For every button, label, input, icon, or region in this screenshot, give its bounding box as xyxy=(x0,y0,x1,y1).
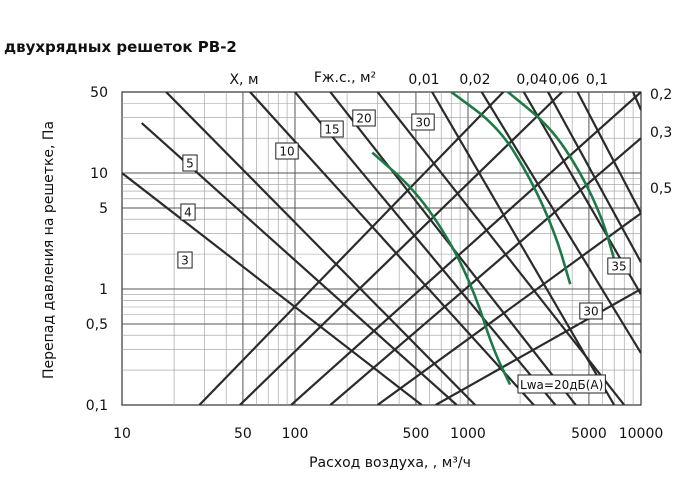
throw-line-label-box xyxy=(411,113,435,131)
throw-line-label: 3 xyxy=(181,254,189,268)
throw-line xyxy=(165,92,476,405)
throw-line-label-box xyxy=(320,120,344,138)
area-label: 0,04 xyxy=(516,72,547,88)
area-label: 0,3 xyxy=(650,125,672,141)
pressure-line xyxy=(329,137,641,405)
throw-line-label-box xyxy=(352,109,376,127)
throw-line xyxy=(376,92,626,405)
y-tick-label: 0,5 xyxy=(86,317,108,333)
x-tick-label: 100 xyxy=(282,426,309,442)
throw-line xyxy=(294,92,557,405)
throw-line-label-box xyxy=(182,154,198,172)
noise-legend-label: Lwa=20дБ(А) xyxy=(520,378,603,392)
x-tick-label: 500 xyxy=(403,426,430,442)
throw-line-label: 5 xyxy=(186,157,194,171)
x-tick-label: 50 xyxy=(234,426,252,442)
area-label: 0,2 xyxy=(650,87,672,103)
pressure-line xyxy=(198,92,505,405)
noise-curve xyxy=(450,92,572,285)
area-header-label: Fж.с., м² xyxy=(314,70,376,86)
pressure-line xyxy=(435,288,641,405)
y-tick-label: 1 xyxy=(99,282,108,298)
throw-line-label: 10 xyxy=(279,145,294,159)
x-tick-label: 1000 xyxy=(450,426,486,442)
pressure-line xyxy=(632,92,641,111)
throw-header-label: X, м xyxy=(229,72,258,88)
throw-line-label: 4 xyxy=(184,206,192,220)
throw-line-label: 15 xyxy=(324,123,339,137)
x-tick-label: 5000 xyxy=(571,426,607,442)
area-label: 0,5 xyxy=(650,181,672,197)
throw-line-label-box xyxy=(275,142,299,160)
pressure-line xyxy=(480,92,641,354)
y-tick-label: 10 xyxy=(90,166,108,182)
noise-curve-label: 30 xyxy=(583,305,598,319)
area-label: 0,06 xyxy=(548,72,579,88)
throw-line-label: 20 xyxy=(356,112,371,126)
x-axis-label: Расход воздуха, , м³/ч xyxy=(309,455,471,471)
y-tick-label: 0,1 xyxy=(86,398,108,414)
pressure-line xyxy=(576,92,641,214)
noise-curve xyxy=(371,151,512,386)
area-label: 0,01 xyxy=(408,72,439,88)
x-tick-label: 10 xyxy=(113,426,131,442)
chart-title: двухрядных решеток РВ-2 xyxy=(4,38,237,56)
area-label: 0,02 xyxy=(459,72,490,88)
noise-legend-box xyxy=(517,374,606,394)
noise-curve-label: 35 xyxy=(611,260,626,274)
y-tick-label: 5 xyxy=(99,201,108,217)
noise-curve xyxy=(507,92,616,260)
noise-curve-label-box xyxy=(579,302,603,320)
throw-line xyxy=(122,172,423,405)
pressure-line xyxy=(290,92,641,405)
x-tick-label: 10000 xyxy=(619,426,664,442)
y-axis-label: Перепад давления на решетке, Па xyxy=(41,121,57,379)
throw-line xyxy=(249,92,535,405)
area-label: 0,1 xyxy=(586,72,608,88)
throw-line-label: 30 xyxy=(415,116,430,130)
plot-frame xyxy=(121,91,642,406)
throw-line-label-box xyxy=(177,251,193,269)
y-tick-label: 50 xyxy=(90,85,108,101)
throw-line-label-box xyxy=(180,203,196,221)
noise-curve-label-box xyxy=(607,257,631,275)
